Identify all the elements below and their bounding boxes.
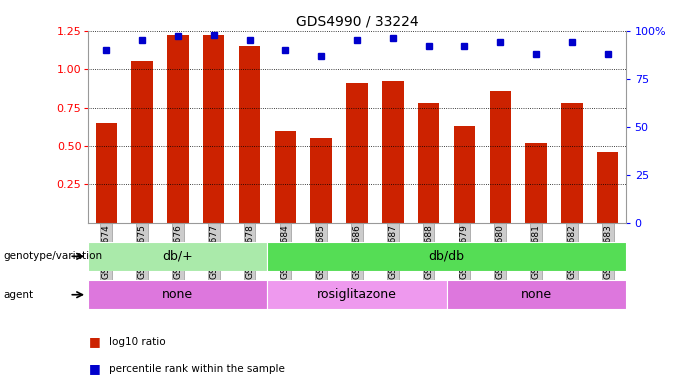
Bar xyxy=(346,83,368,223)
Text: percentile rank within the sample: percentile rank within the sample xyxy=(109,364,285,374)
Bar xyxy=(203,35,224,223)
Bar xyxy=(597,152,618,223)
Bar xyxy=(447,280,626,309)
Bar xyxy=(561,103,583,223)
Bar xyxy=(88,242,267,271)
Text: ■: ■ xyxy=(88,362,100,375)
Text: agent: agent xyxy=(3,290,33,300)
Text: none: none xyxy=(163,288,194,301)
Bar xyxy=(131,61,153,223)
Text: rosiglitazone: rosiglitazone xyxy=(317,288,397,301)
Bar xyxy=(275,131,296,223)
Bar xyxy=(418,103,439,223)
Text: ■: ■ xyxy=(88,335,100,348)
Bar xyxy=(267,242,626,271)
Bar xyxy=(490,91,511,223)
Bar xyxy=(454,126,475,223)
Bar xyxy=(526,143,547,223)
Text: db/+: db/+ xyxy=(163,250,193,263)
Bar xyxy=(88,280,267,309)
Bar xyxy=(311,138,332,223)
Title: GDS4990 / 33224: GDS4990 / 33224 xyxy=(296,14,418,28)
Bar xyxy=(167,35,188,223)
Bar xyxy=(96,123,117,223)
Text: none: none xyxy=(520,288,551,301)
Text: genotype/variation: genotype/variation xyxy=(3,251,103,262)
Bar xyxy=(382,81,403,223)
Bar xyxy=(267,280,447,309)
Bar xyxy=(239,46,260,223)
Text: log10 ratio: log10 ratio xyxy=(109,337,165,347)
Text: db/db: db/db xyxy=(428,250,464,263)
